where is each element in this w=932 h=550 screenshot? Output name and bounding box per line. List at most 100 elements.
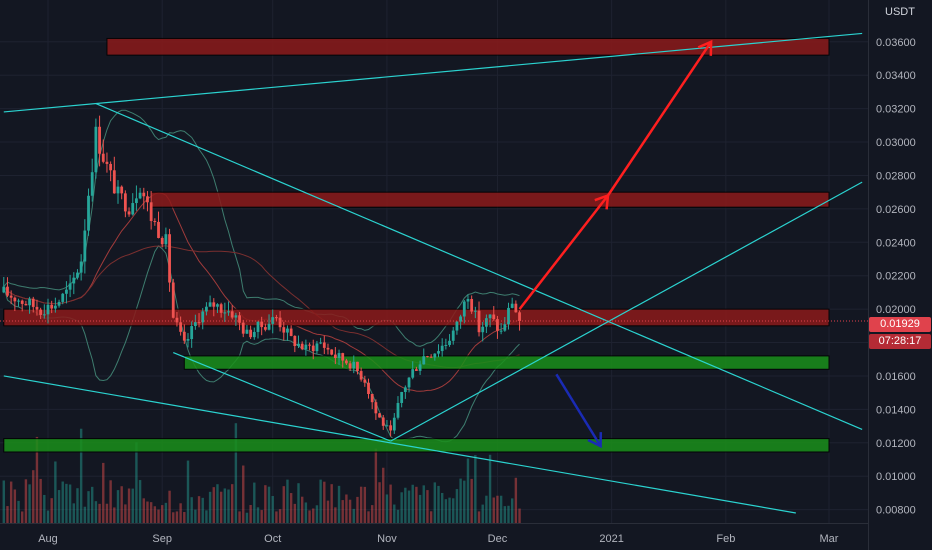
volume-bar	[404, 487, 407, 523]
candle-body	[157, 221, 160, 238]
candle-body	[411, 369, 415, 378]
candle-body	[68, 283, 72, 290]
candle-body	[168, 234, 171, 283]
volume-bar	[300, 496, 304, 523]
volume-bar	[219, 491, 223, 523]
trendline	[3, 32, 863, 113]
candle-body	[94, 126, 98, 173]
candle-body	[175, 317, 179, 323]
price-axis-tick-label: 0.03600	[876, 37, 916, 49]
volume-bar	[452, 498, 455, 523]
volume-bar	[286, 479, 289, 523]
volume-bar	[481, 504, 484, 523]
time-axis-tick-label: Nov	[377, 533, 397, 545]
candle-body	[322, 342, 326, 348]
volume-bar	[245, 512, 249, 523]
volume-bar	[341, 500, 344, 523]
candle-body	[473, 310, 477, 312]
volume-bar	[17, 500, 20, 523]
price-axis-tick-label: 0.01200	[876, 438, 916, 450]
volume-bar	[72, 503, 75, 523]
volume-bar	[142, 498, 145, 523]
volume-bar	[109, 480, 112, 523]
volume-bar	[39, 478, 42, 523]
volume-bar	[282, 486, 285, 523]
candle-body	[53, 305, 57, 309]
volume-bar	[444, 499, 448, 523]
candle-body	[223, 312, 227, 314]
volume-bar	[197, 496, 201, 523]
volume-bar	[267, 486, 271, 523]
countdown-value: 07:28:17	[878, 335, 922, 347]
volume-bar	[393, 504, 396, 523]
candle-body	[470, 298, 474, 312]
volume-bar	[120, 486, 123, 523]
candle-body	[164, 234, 168, 245]
time-axis-tick-label: Oct	[264, 533, 281, 545]
candle-body	[186, 339, 190, 341]
candle-body	[123, 193, 127, 212]
time-axis[interactable]: Aug Sep Oct Nov Dec 2021 Feb Mar	[0, 523, 868, 546]
candle-body	[17, 300, 20, 302]
candle-body	[429, 356, 433, 358]
volume-bar	[440, 492, 444, 523]
candle-body	[319, 342, 323, 344]
candle-body	[492, 314, 496, 320]
candle-body	[363, 379, 367, 383]
candle-body	[263, 327, 267, 330]
candle-body	[400, 391, 404, 403]
candle-body	[333, 354, 337, 358]
candle-body	[171, 282, 175, 318]
volume-bar	[50, 498, 53, 523]
volume-bar	[13, 489, 17, 523]
candle-body	[348, 363, 352, 369]
volume-bar	[514, 477, 518, 523]
volume-bar	[426, 490, 429, 523]
volume-bar	[278, 509, 282, 523]
volume-bar	[319, 479, 322, 523]
trendline	[3, 375, 796, 514]
candle-body	[455, 321, 459, 331]
volume-bar	[212, 487, 215, 523]
volume-bar	[28, 484, 31, 523]
candle-body	[308, 344, 311, 346]
candle-body	[407, 377, 411, 388]
candle-body	[193, 322, 197, 327]
volume-bar	[230, 484, 234, 523]
candle-body	[76, 272, 79, 278]
volume-bar	[146, 501, 149, 523]
support-zone	[3, 438, 830, 453]
volume-bar	[2, 480, 5, 523]
volume-bar	[234, 423, 238, 523]
candle-body	[300, 343, 304, 350]
volume-bar	[223, 488, 227, 523]
candle-body	[42, 314, 46, 316]
candle-body	[24, 303, 28, 306]
trendline	[95, 103, 863, 430]
volume-bar	[54, 461, 57, 523]
volume-bar	[411, 484, 414, 523]
candle-body	[484, 318, 488, 327]
candle-body	[149, 202, 153, 222]
volume-bar	[179, 503, 182, 523]
volume-bar	[363, 486, 367, 523]
candle-body	[9, 295, 13, 298]
candle-body	[179, 322, 183, 332]
candle-body	[481, 326, 485, 333]
candle-body	[46, 304, 50, 315]
volume-bar	[21, 511, 24, 523]
volume-bar	[6, 506, 9, 523]
candles	[2, 115, 521, 437]
candle-body	[286, 328, 289, 333]
volume-bar	[374, 448, 378, 523]
candle-body	[230, 311, 234, 318]
candle-body	[345, 360, 348, 364]
candle-body	[90, 172, 94, 196]
volume-bar	[43, 494, 46, 523]
volume-bar	[87, 491, 90, 523]
volume-bar	[271, 496, 274, 523]
candle-body	[496, 319, 499, 331]
volume-bar	[352, 508, 355, 523]
